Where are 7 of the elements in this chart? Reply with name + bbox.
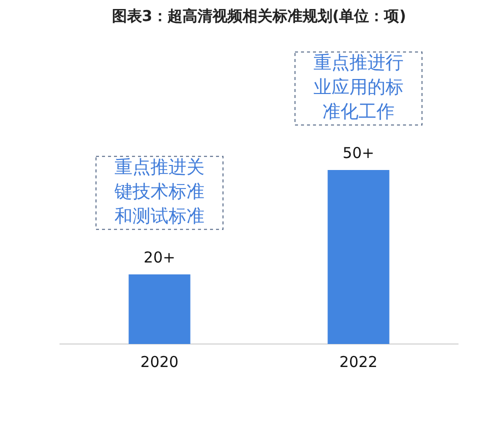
data-label: 50+ <box>342 144 374 162</box>
data-label: 20+ <box>144 248 176 266</box>
text: 重点推进行业应用的标准化工作 <box>314 52 404 123</box>
chart-title: 图表3：超高清视频相关标准规划(单位：项) <box>112 6 406 25</box>
annotation: 重点推进关键技术标准和测试标准 <box>114 157 204 228</box>
x-tick-label: 2022 <box>339 352 378 371</box>
x-tick-label: 2020 <box>140 352 179 371</box>
